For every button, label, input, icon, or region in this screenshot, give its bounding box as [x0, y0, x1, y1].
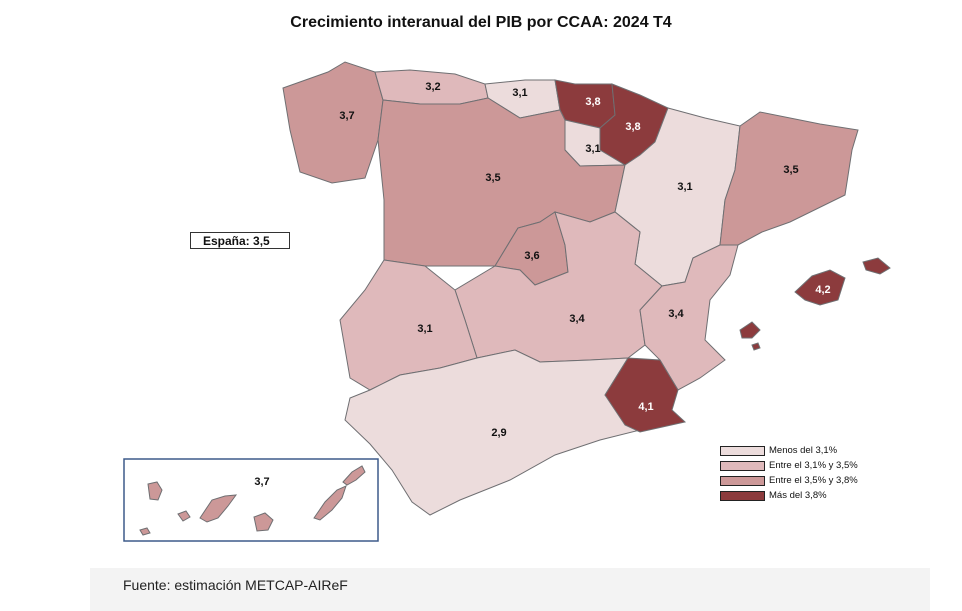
region-baleares-formentera [751, 342, 761, 351]
legend-swatch [720, 490, 765, 501]
value-cantabria: 3,1 [512, 87, 527, 99]
legend-item: Menos del 3,1% [720, 443, 858, 458]
source-note: Fuente: estimación METCAP-AIReF [123, 577, 348, 593]
legend: Menos del 3,1% Entre el 3,1% y 3,5% Entre … [720, 443, 858, 503]
region-baleares-menorca [862, 257, 891, 275]
footer-band [90, 568, 930, 611]
region-canarias-fuerteventura [313, 485, 347, 521]
value-aragon: 3,1 [677, 181, 692, 193]
region-canarias-tenerife [199, 494, 238, 523]
value-murcia: 4,1 [638, 401, 653, 413]
legend-label: Entre el 3,5% y 3,8% [769, 475, 858, 486]
map-title: Crecimiento interanual del PIB por CCAA:… [290, 14, 672, 31]
spain-total-label: España: 3,5 [190, 232, 290, 249]
region-murcia [604, 357, 687, 433]
value-galicia: 3,7 [339, 110, 354, 122]
region-canarias-lanzarote [342, 465, 366, 486]
value-comunidad-valenciana: 3,4 [668, 308, 684, 320]
region-canarias-gran-canaria [253, 512, 274, 532]
legend-swatch [720, 460, 765, 471]
value-navarra: 3,8 [625, 121, 640, 133]
value-baleares: 4,2 [815, 284, 830, 296]
value-pais-vasco: 3,8 [585, 96, 600, 108]
legend-swatch [720, 475, 765, 486]
region-baleares-ibiza [739, 321, 761, 339]
region-canarias-la-gomera [177, 510, 191, 522]
value-castilla-la-mancha: 3,4 [569, 313, 585, 325]
region-baleares-mallorca [794, 269, 846, 306]
value-extremadura: 3,1 [417, 323, 432, 335]
region-canarias-el-hierro [139, 527, 151, 536]
value-andalucia: 2,9 [491, 427, 506, 439]
legend-swatch [720, 445, 765, 456]
legend-label: Entre el 3,1% y 3,5% [769, 460, 858, 471]
value-canarias: 3,7 [254, 476, 269, 488]
value-cataluna: 3,5 [783, 164, 798, 176]
region-cataluna [719, 111, 859, 246]
canarias-inset-frame [123, 458, 379, 542]
value-madrid: 3,6 [524, 250, 539, 262]
legend-label: Menos del 3,1% [769, 445, 838, 456]
legend-item: Entre el 3,5% y 3,8% [720, 473, 858, 488]
value-la-rioja: 3,1 [585, 143, 600, 155]
legend-label: Más del 3,8% [769, 490, 827, 501]
region-canarias-la-palma [147, 481, 163, 501]
legend-item: Más del 3,8% [720, 488, 858, 503]
region-galicia [282, 61, 384, 184]
value-asturias: 3,2 [425, 81, 440, 93]
value-castilla-leon: 3,5 [485, 172, 500, 184]
region-andalucia [344, 349, 641, 516]
legend-item: Entre el 3,1% y 3,5% [720, 458, 858, 473]
